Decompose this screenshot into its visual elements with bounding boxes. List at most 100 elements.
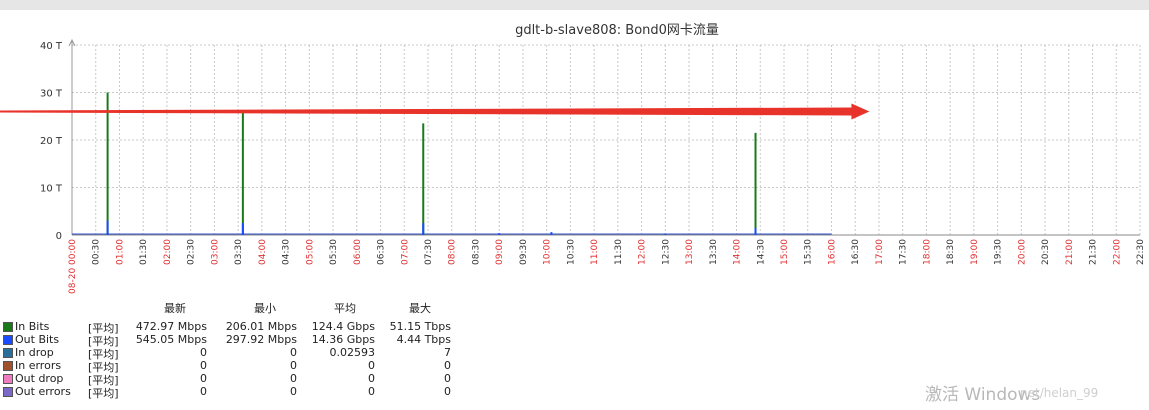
legend-series-name: In drop [15,346,54,359]
x-tick-label: 04:00 [258,239,268,265]
x-tick-label: 13:30 [709,239,719,265]
legend-value-last: 0 [200,385,207,398]
x-tick-label: 14:00 [733,239,743,265]
x-tick-label: 15:30 [804,239,814,265]
legend-header-min: 最小 [254,302,276,315]
legend-header-last: 最新 [164,302,186,315]
legend-value-max: 0 [444,372,451,385]
legend-value-last: 472.97 Mbps [135,320,207,333]
legend-value-last: 0 [200,359,207,372]
legend-function: [平均] [88,335,119,348]
legend-row: In Bits [平均] 472.97 Mbps 206.01 Mbps 124.4 G… [0,320,460,335]
legend-row: Out Bits [平均] 545.05 Mbps 297.92 Mbps 14.36 … [0,333,460,348]
x-tick-label: 12:30 [661,239,671,265]
legend-value-avg: 0.02593 [329,346,376,359]
legend-function: [平均] [88,322,119,335]
windows-activation-watermark: 激活 Windows [925,385,1041,405]
legend-value-last: 0 [200,372,207,385]
x-tick-label: 21:00 [1065,239,1075,265]
legend-value-min: 0 [290,346,297,359]
x-tick-label: 06:00 [353,239,363,265]
x-tick-label: 07:30 [424,239,434,265]
x-tick-label: 11:30 [614,239,624,265]
legend-value-avg: 0 [368,372,375,385]
legend-value-avg: 124.4 Gbps [311,320,375,333]
x-tick-label: 19:30 [994,239,1004,265]
annotation-arrow [0,103,870,120]
legend-header-avg: 平均 [334,302,356,315]
legend-function: [平均] [88,348,119,361]
y-tick-label: 10 T [40,184,63,195]
legend-value-max: 0 [444,385,451,398]
x-tick-label: 05:30 [329,239,339,265]
y-tick-label: 0 [56,231,62,242]
legend-function: [平均] [88,361,119,374]
x-tick-label: 14:30 [756,239,766,265]
x-tick-label: 16:00 [827,239,837,265]
x-tick-label: 08-20 00:00 [68,239,78,294]
y-tick-label: 20 T [40,136,63,147]
x-tick-label: 03:30 [234,239,244,265]
legend-row: Out drop [平均] 0 0 0 0 [0,372,460,387]
x-tick-label: 19:00 [970,239,980,265]
x-tick-label: 18:00 [922,239,932,265]
x-tick-label: 05:00 [305,239,315,265]
legend-swatch [3,387,13,397]
legend-value-min: 0 [290,359,297,372]
legend-value-avg: 0 [368,359,375,372]
x-tick-label: 13:00 [685,239,695,265]
x-tick-label: 15:00 [780,239,790,265]
y-tick-label: 30 T [40,89,63,100]
legend-row: Out errors [平均] 0 0 0 0 [0,385,460,400]
legend-function: [平均] [88,374,119,387]
x-tick-label: 01:30 [139,239,149,265]
x-tick-label: 22:00 [1112,239,1122,265]
x-tick-label: 09:30 [519,239,529,265]
legend-row: In errors [平均] 0 0 0 0 [0,359,460,374]
legend-value-max: 51.15 Tbps [389,320,451,333]
x-tick-label: 06:30 [377,239,387,265]
x-tick-label: 11:00 [590,239,600,265]
x-tick-label: 08:00 [448,239,458,265]
watermark-trailing-text: net/helan_99 [1020,386,1099,400]
legend-value-min: 0 [290,372,297,385]
legend-series-name: In Bits [15,320,50,333]
legend-swatch [3,335,13,345]
x-tick-label: 17:00 [875,239,885,265]
legend-series-name: Out drop [15,372,64,385]
legend-value-avg: 0 [368,385,375,398]
legend-value-min: 297.92 Mbps [225,333,297,346]
x-tick-label: 21:30 [1089,239,1099,265]
x-tick-label: 17:30 [899,239,909,265]
x-tick-label: 10:30 [566,239,576,265]
legend-value-last: 0 [200,346,207,359]
x-tick-label: 10:00 [543,239,553,265]
legend-value-min: 206.01 Mbps [225,320,297,333]
window-top-strip [0,0,1149,10]
legend-swatch [3,348,13,358]
legend-swatch [3,361,13,371]
x-tick-label: 20:00 [1017,239,1027,265]
legend-value-max: 7 [444,346,451,359]
x-tick-label: 12:00 [638,239,648,265]
x-tick-label: 07:00 [400,239,410,265]
legend-value-min: 0 [290,385,297,398]
y-tick-label: 40 T [40,41,63,52]
y-axis-arrowhead [68,38,76,47]
x-tick-label: 22:30 [1136,239,1146,265]
legend-series-name: Out errors [15,385,71,398]
x-tick-label: 00:30 [92,239,102,265]
legend-function: [平均] [88,387,119,400]
legend-series-name: Out Bits [15,333,60,346]
traffic-chart: gdlt-b-slave808: Bond0网卡流量 0 10 T 20 T 30 T 4… [0,23,1146,294]
chart-title: gdlt-b-slave808: Bond0网卡流量 [515,23,719,38]
x-tick-label: 02:30 [187,239,197,265]
legend-value-last: 545.05 Mbps [135,333,207,346]
legend-series-name: In errors [15,359,62,372]
legend-row: In drop [平均] 0 0 0.02593 7 [0,346,460,361]
x-tick-label: 18:30 [946,239,956,265]
x-tick-label: 03:00 [210,239,220,265]
x-tick-label: 04:30 [282,239,292,265]
legend-value-max: 4.44 Tbps [396,333,451,346]
x-tick-label: 08:30 [471,239,481,265]
